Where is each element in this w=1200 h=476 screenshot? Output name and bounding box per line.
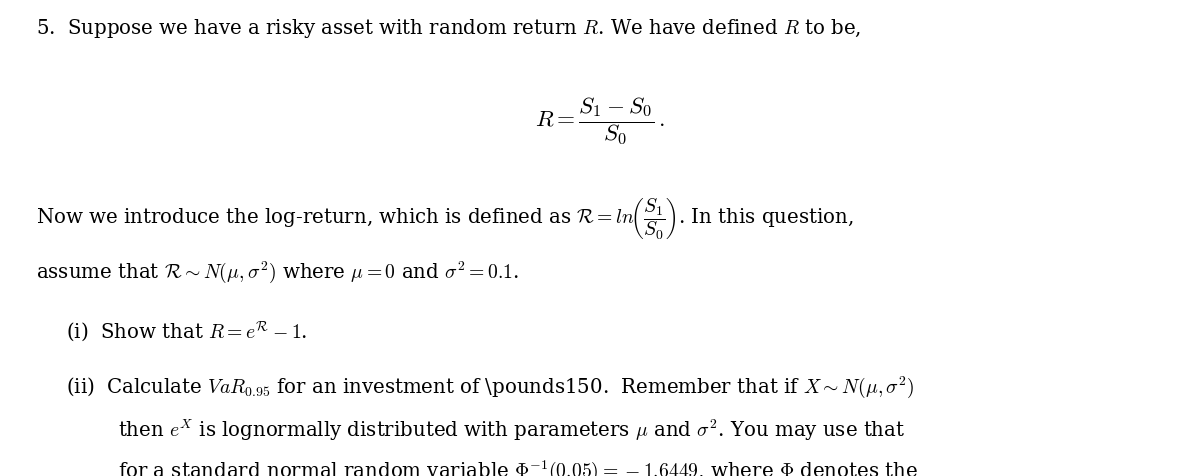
- Text: assume that $\mathcal{R} \sim N(\mu, \sigma^2)$ where $\mu = 0$ and $\sigma^2 = : assume that $\mathcal{R} \sim N(\mu, \si…: [36, 259, 520, 285]
- Text: 5.  Suppose we have a risky asset with random return $R$. We have defined $R$ to: 5. Suppose we have a risky asset with ra…: [36, 17, 862, 40]
- Text: $R = \dfrac{S_1 - S_0}{S_0}\,.$: $R = \dfrac{S_1 - S_0}{S_0}\,.$: [535, 95, 665, 146]
- Text: then $e^X$ is lognormally distributed with parameters $\mu$ and $\sigma^2$. You : then $e^X$ is lognormally distributed wi…: [118, 416, 905, 442]
- Text: (ii)  Calculate $\mathit{VaR}_{0.95}$ for an investment of \pounds150.  Remember: (ii) Calculate $\mathit{VaR}_{0.95}$ for…: [66, 374, 914, 399]
- Text: Now we introduce the log-return, which is defined as $\mathcal{R} = \mathit{ln}\: Now we introduce the log-return, which i…: [36, 195, 853, 240]
- Text: (i)  Show that $R = e^{\mathcal{R}} - 1$.: (i) Show that $R = e^{\mathcal{R}} - 1$.: [66, 319, 307, 343]
- Text: for a standard normal random variable $\Phi^{-1}(0.05) = -1.6449$, where $\Phi$ : for a standard normal random variable $\…: [118, 458, 918, 476]
